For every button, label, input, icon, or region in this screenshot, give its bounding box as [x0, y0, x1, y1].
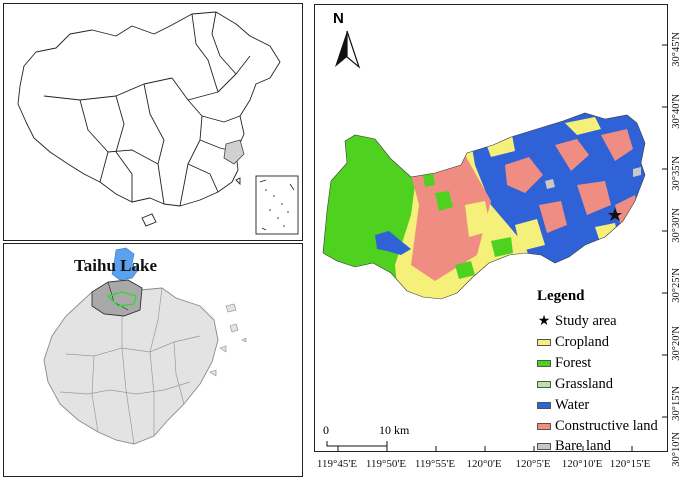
- legend-label: Study area: [555, 312, 617, 329]
- north-arrow: [335, 30, 361, 69]
- latitude-label: 30°30'N: [671, 208, 682, 243]
- zhejiang-highlight: [223, 139, 245, 165]
- longitude-label: 120°5'E: [515, 458, 551, 470]
- taihu-lake-shape: [111, 247, 139, 281]
- legend-item-forest: Forest: [537, 354, 591, 372]
- legend-label: Grassland: [555, 375, 613, 392]
- taihu-lake-label: Taihu Lake: [74, 256, 157, 275]
- latitude-label: 30°40'N: [671, 94, 682, 129]
- china-overview-map: [3, 3, 303, 241]
- swatch-bare-land: [537, 442, 551, 450]
- legend-label: Forest: [555, 354, 592, 371]
- swatch-cropland: [537, 338, 551, 346]
- longitude-label: 120°10'E: [561, 458, 603, 470]
- legend-item-grassland: Grassland: [537, 375, 613, 393]
- legend-label: Bare land: [555, 437, 611, 454]
- legend-item-cropland: Cropland: [537, 333, 609, 351]
- scale-bar: [326, 441, 388, 447]
- swatch-constructive-land: [537, 422, 551, 430]
- legend-label: Constructive land: [555, 417, 658, 434]
- latitude-label: 30°15'N: [671, 386, 682, 421]
- land-use-map: N 0 10 km Legend ★ Study area Cropland F…: [314, 4, 668, 455]
- province-body: [43, 283, 219, 445]
- legend-item-water: Water: [537, 396, 589, 414]
- study-area-boundary: [322, 112, 646, 300]
- study-area-outline: [106, 291, 137, 307]
- longitude-label: 119°50'E: [365, 458, 407, 470]
- legend-label: Water: [555, 396, 590, 413]
- latitude-label: 30°45'N: [671, 32, 682, 67]
- zhejiang-province-map: Taihu Lake: [3, 243, 303, 477]
- north-arrow-label: N: [333, 10, 344, 27]
- legend-title: Legend: [537, 288, 585, 304]
- swatch-forest: [537, 359, 551, 367]
- south-china-sea-inset: [255, 175, 299, 235]
- latitude-label: 30°20'N: [671, 326, 682, 361]
- latitude-label: 30°10'N: [671, 432, 682, 467]
- legend-item-study-area: ★ Study area: [537, 312, 617, 330]
- legend-item-bare-land: Bare land: [537, 437, 611, 455]
- longitude-label: 120°15'E: [609, 458, 651, 470]
- scale-bar-end: 10 km: [379, 423, 410, 437]
- swatch-water: [537, 401, 551, 409]
- star-icon: ★: [537, 313, 551, 329]
- zhejiang-outline: [43, 247, 247, 445]
- china-outline: [17, 11, 299, 235]
- legend-label: Cropland: [555, 333, 609, 350]
- latitude-label: 30°35'N: [671, 156, 682, 191]
- northern-cities-region: [91, 279, 143, 317]
- latitude-label: 30°25'N: [671, 268, 682, 303]
- study-area-star: [608, 208, 622, 221]
- swatch-grassland: [537, 380, 551, 388]
- legend-item-constructive-land: Constructive land: [537, 417, 658, 435]
- scale-bar-start: 0: [323, 423, 329, 437]
- longitude-label: 119°55'E: [414, 458, 456, 470]
- longitude-label: 119°45'E: [316, 458, 358, 470]
- longitude-label: 120°0'E: [466, 458, 502, 470]
- land-use-raster: [322, 30, 667, 451]
